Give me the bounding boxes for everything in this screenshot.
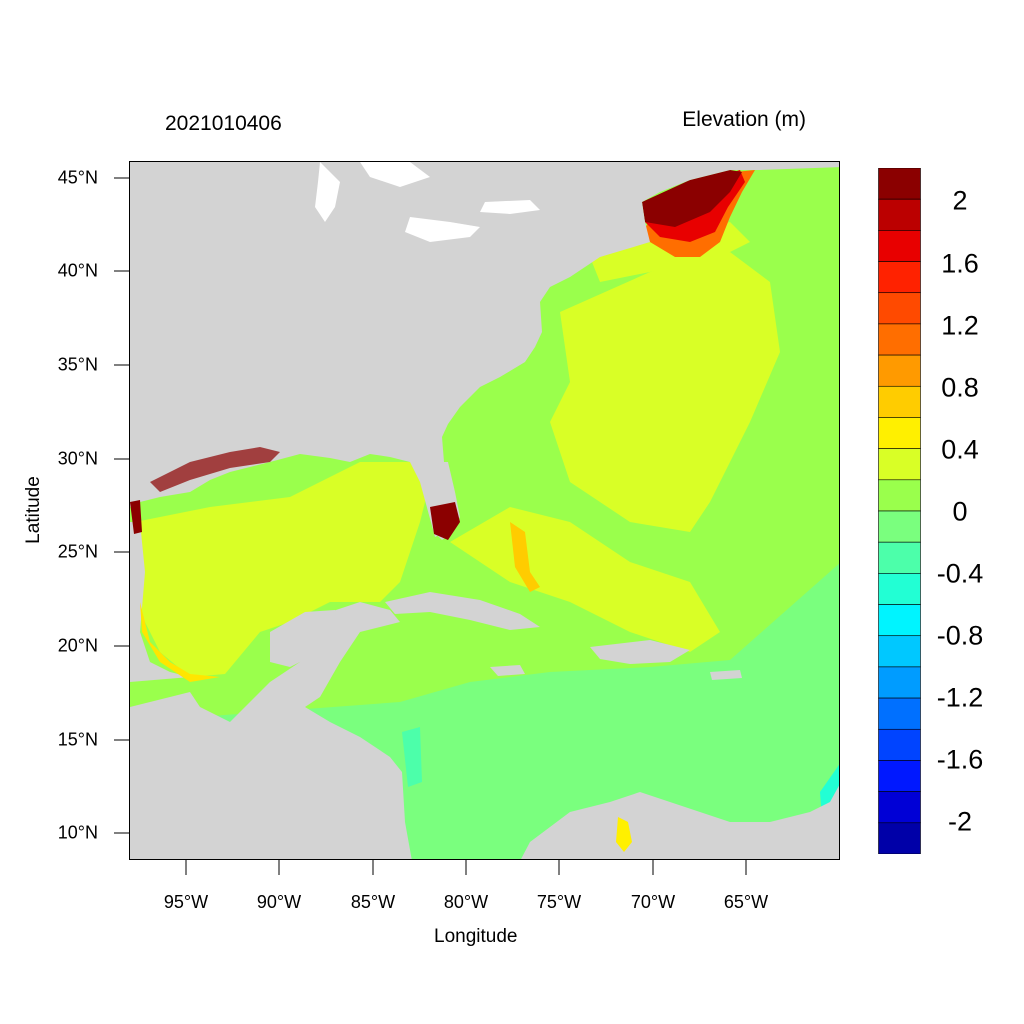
colorbar-swatch — [878, 168, 921, 200]
gulf-of-maine-elevation-peak — [642, 170, 742, 227]
y-axis-label: Latitude — [23, 476, 44, 544]
colorbar-swatch — [878, 323, 921, 356]
gulf-elevation-region — [135, 462, 430, 677]
colorbar-label: -0.4 — [936, 558, 984, 589]
x-tick-label: 95°W — [163, 892, 209, 912]
colorbar-swatch — [878, 354, 921, 387]
colorbar-swatch — [878, 697, 921, 730]
colorbar-label: 0 — [952, 496, 968, 527]
colorbar-swatch — [878, 635, 921, 668]
elevation-map — [130, 162, 839, 859]
hispaniola-land — [590, 640, 690, 664]
colorbar-label: -0.8 — [936, 620, 984, 651]
x-tick-label: 85°W — [350, 892, 396, 912]
colorbar-label: 0.8 — [941, 372, 979, 403]
colorbar-swatch — [878, 385, 921, 418]
colorbar-label: -1.6 — [936, 744, 984, 775]
colorbar-swatch — [878, 261, 921, 294]
lake-huron — [360, 162, 430, 187]
colorbar-label: 2 — [952, 185, 968, 216]
colorbar-swatch — [878, 541, 921, 574]
north-america-land — [130, 162, 839, 537]
variable-label: Elevation (m) — [682, 108, 806, 131]
gulf-coast-elevation-fringe — [150, 447, 280, 492]
mexico-west-land — [130, 522, 190, 682]
colorbar-swatch — [878, 479, 921, 512]
colorbar-label: 1.6 — [941, 248, 979, 279]
colorbar-swatch — [878, 448, 921, 481]
central-america-land — [130, 602, 412, 859]
colorbar-swatch — [878, 417, 921, 449]
maracaibo-elevation-spot — [616, 817, 632, 852]
y-tick-label: 35°N — [57, 354, 98, 375]
x-tick-label: 65°W — [723, 892, 769, 912]
x-axis-label: Longitude — [434, 926, 518, 947]
puerto-rico-land — [710, 670, 742, 680]
colorbar-swatch — [878, 198, 921, 231]
colorbar-swatch — [878, 573, 921, 605]
map-panel — [129, 161, 840, 860]
texas-coast-elevation-fringe — [130, 500, 142, 534]
y-tick-label: 15°N — [57, 729, 98, 750]
bahamas-elevation-spot — [510, 522, 540, 592]
y-tick-label: 25°N — [57, 541, 98, 562]
y-tick-label: 45°N — [57, 167, 98, 188]
y-tick-label: 40°N — [57, 260, 98, 281]
colorbar-label: -2 — [947, 806, 973, 837]
honduras-low-region — [402, 727, 422, 787]
lake-ontario — [480, 200, 540, 214]
x-tick-label: 75°W — [536, 892, 582, 912]
south-america-land — [521, 785, 839, 859]
colorbar-swatch — [878, 760, 921, 792]
colorbar-label: 0.4 — [941, 434, 979, 465]
colorbar — [878, 168, 921, 854]
colorbar-label: 1.2 — [941, 310, 979, 341]
y-tick-label: 20°N — [57, 635, 98, 656]
jamaica-land — [490, 665, 525, 676]
x-tick-label: 90°W — [256, 892, 302, 912]
atlantic-elevation-region — [550, 252, 780, 532]
colorbar-swatch — [878, 728, 921, 761]
colorbar-swatch — [878, 292, 921, 325]
colorbar-swatch — [878, 791, 921, 824]
colorbar-swatch — [878, 666, 921, 699]
gulf-west-coast-elevation-band — [140, 602, 220, 682]
map-timestamp: 2021010406 — [165, 112, 282, 135]
colorbar-swatch — [878, 604, 921, 637]
lake-michigan — [315, 162, 340, 222]
cuba-land — [385, 592, 540, 630]
florida-elevation-peak — [430, 502, 460, 540]
colorbar-swatch — [878, 822, 921, 854]
colorbar-swatch — [878, 510, 921, 543]
x-tick-label: 80°W — [443, 892, 489, 912]
colorbar-swatch — [878, 230, 921, 262]
x-tick-label: 70°W — [630, 892, 676, 912]
y-tick-label: 30°N — [57, 448, 98, 469]
yucatan-land — [270, 610, 340, 667]
lake-erie — [405, 217, 480, 242]
y-tick-label: 10°N — [57, 822, 98, 843]
colorbar-label: -1.2 — [936, 682, 984, 713]
